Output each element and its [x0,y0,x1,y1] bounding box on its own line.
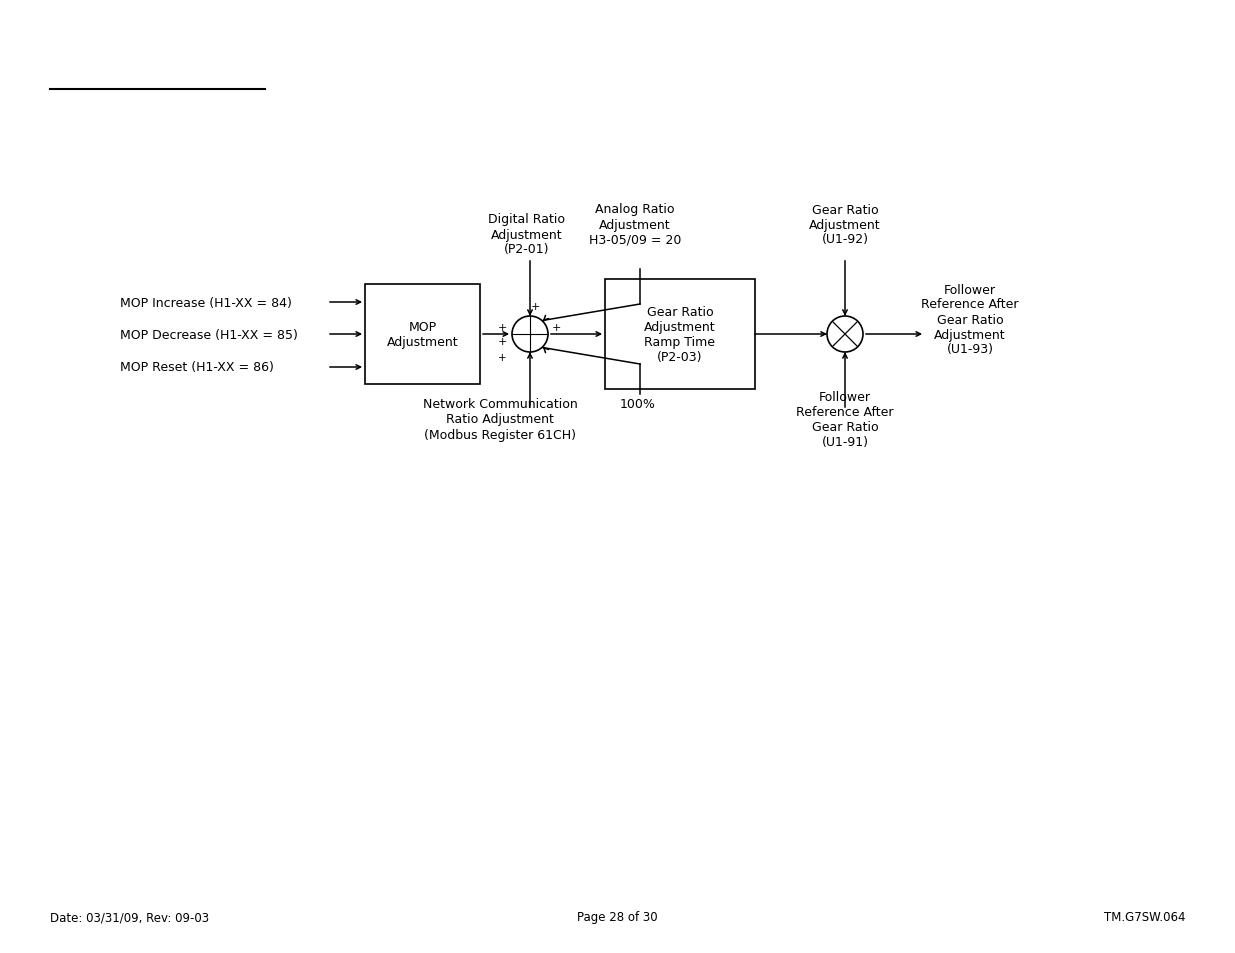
Text: Gear Ratio
Adjustment
Ramp Time
(P2-03): Gear Ratio Adjustment Ramp Time (P2-03) [645,306,716,364]
Text: 100%: 100% [620,398,656,411]
Text: +: + [552,322,561,333]
Text: Date: 03/31/09, Rev: 09-03: Date: 03/31/09, Rev: 09-03 [49,910,209,923]
Text: Follower
Reference After
Gear Ratio
(U1-91): Follower Reference After Gear Ratio (U1-… [797,391,894,449]
Text: Follower
Reference After
Gear Ratio
Adjustment
(U1-93): Follower Reference After Gear Ratio Adju… [921,283,1019,356]
Text: MOP Increase (H1-XX = 84): MOP Increase (H1-XX = 84) [120,296,291,309]
Text: MOP Reset (H1-XX = 86): MOP Reset (H1-XX = 86) [120,361,274,375]
Text: +: + [499,353,508,363]
Text: Digital Ratio
Adjustment
(P2-01): Digital Ratio Adjustment (P2-01) [489,213,566,256]
Text: MOP
Adjustment: MOP Adjustment [387,320,458,349]
Text: Gear Ratio
Adjustment
(U1-92): Gear Ratio Adjustment (U1-92) [809,203,881,246]
Text: MOP Decrease (H1-XX = 85): MOP Decrease (H1-XX = 85) [120,328,298,341]
Text: Page 28 of 30: Page 28 of 30 [577,910,657,923]
Text: +: + [498,322,508,333]
Text: +: + [531,302,540,312]
Text: Analog Ratio
Adjustment
H3-05/09 = 20: Analog Ratio Adjustment H3-05/09 = 20 [589,203,682,246]
Text: +: + [498,336,508,347]
Text: Network Communication
Ratio Adjustment
(Modbus Register 61CH): Network Communication Ratio Adjustment (… [422,398,578,441]
Text: TM.G7SW.064: TM.G7SW.064 [1104,910,1186,923]
Bar [605,280,755,390]
Bar [366,285,480,385]
